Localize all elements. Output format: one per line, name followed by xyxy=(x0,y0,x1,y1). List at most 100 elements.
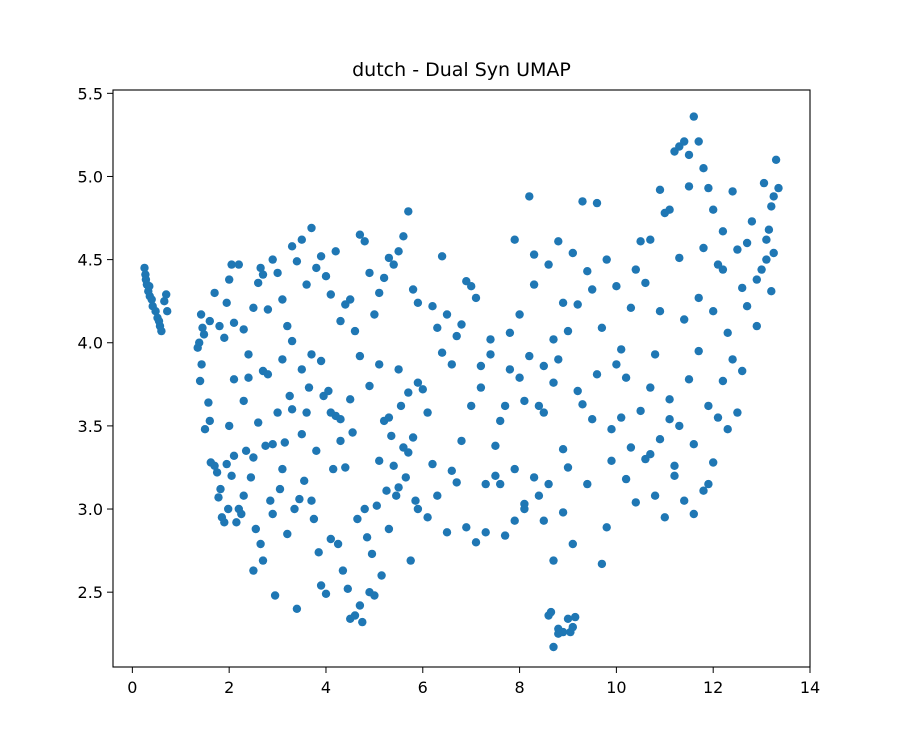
scatter-point xyxy=(578,197,587,206)
scatter-point xyxy=(244,373,253,382)
x-tick-label: 0 xyxy=(127,678,137,697)
scatter-point xyxy=(728,187,737,196)
scatter-point xyxy=(747,217,757,226)
scatter-point xyxy=(266,496,275,505)
scatter-point xyxy=(321,272,331,281)
plot-frame xyxy=(112,89,811,668)
scatter-point xyxy=(346,295,355,304)
scatter-point xyxy=(563,614,573,623)
scatter-point xyxy=(588,415,597,424)
scatter-point xyxy=(258,556,268,565)
scatter-point xyxy=(140,263,149,273)
scatter-point xyxy=(214,493,223,502)
scatter-point xyxy=(757,265,766,274)
scatter-point xyxy=(406,556,415,565)
scatter-point xyxy=(353,514,362,524)
scatter-point xyxy=(689,112,698,121)
scatter-point xyxy=(375,288,384,298)
scatter-point xyxy=(394,247,403,256)
scatter-point xyxy=(612,282,621,291)
scatter-point xyxy=(210,461,219,470)
scatter-point xyxy=(377,571,386,580)
scatter-point xyxy=(392,491,401,500)
scatter-point xyxy=(558,445,568,454)
scatter-point xyxy=(365,381,374,391)
scatter-point xyxy=(336,436,345,446)
scatter-point xyxy=(505,328,515,337)
scatter-point xyxy=(592,370,602,379)
y-tick-label: 2.5 xyxy=(78,583,103,602)
scatter-point xyxy=(411,496,420,505)
scatter-point xyxy=(316,581,326,590)
scatter-point xyxy=(558,508,568,517)
scatter-point xyxy=(684,182,694,191)
scatter-point xyxy=(694,293,703,303)
scatter-point xyxy=(447,466,456,475)
scatter-point xyxy=(297,365,306,374)
scatter-point xyxy=(534,491,544,500)
scatter-point xyxy=(309,514,319,524)
scatter-point xyxy=(413,298,423,307)
scatter-point xyxy=(287,336,297,346)
scatter-point xyxy=(670,471,679,480)
scatter-point xyxy=(617,345,626,354)
scatter-point xyxy=(558,298,568,307)
x-tick-label: 12 xyxy=(703,678,723,697)
scatter-point xyxy=(205,416,214,426)
scatter-point xyxy=(423,513,432,522)
scatter-point xyxy=(583,479,592,489)
scatter-point xyxy=(529,280,539,289)
scatter-point xyxy=(379,273,389,283)
scatter-point xyxy=(273,408,282,417)
scatter-point xyxy=(764,225,774,234)
x-tick-label: 6 xyxy=(418,678,428,697)
scatter-point xyxy=(728,355,737,364)
scatter-point xyxy=(316,252,326,261)
scatter-point xyxy=(147,295,156,304)
scatter-point xyxy=(510,235,519,244)
scatter-point xyxy=(578,400,587,409)
scatter-point xyxy=(204,398,213,407)
scatter-point xyxy=(163,307,172,316)
scatter-point xyxy=(694,346,703,356)
scatter-point xyxy=(404,207,413,216)
scatter-point xyxy=(227,471,236,480)
scatter-point xyxy=(384,253,394,263)
scatter-point xyxy=(452,478,461,487)
scatter-point xyxy=(394,483,403,492)
scatter-point xyxy=(433,491,442,500)
scatter-point xyxy=(302,408,311,417)
scatter-point xyxy=(343,584,352,593)
scatter-point xyxy=(571,612,580,622)
scatter-point xyxy=(268,255,277,264)
scatter-point xyxy=(210,288,219,298)
scatter-point xyxy=(650,491,660,500)
scatter-point xyxy=(307,350,316,359)
scatter-point xyxy=(229,375,239,384)
scatter-point xyxy=(467,401,476,411)
scatter-point xyxy=(428,459,437,469)
scatter-point xyxy=(636,237,645,246)
scatter-point xyxy=(151,307,160,316)
scatter-point xyxy=(539,516,548,525)
scatter-point xyxy=(304,383,314,392)
scatter-point xyxy=(145,282,154,291)
scatter-point xyxy=(234,260,243,269)
scatter-point xyxy=(442,310,452,319)
scatter-point xyxy=(350,326,360,336)
y-tick-label: 4.5 xyxy=(78,251,103,270)
scatter-point xyxy=(215,321,224,331)
scatter-point xyxy=(273,268,282,278)
scatter-point xyxy=(568,248,577,258)
scatter-point xyxy=(496,416,505,426)
scatter-point xyxy=(496,479,505,489)
scatter-point xyxy=(597,323,607,332)
scatter-point xyxy=(539,408,548,417)
scatter-point xyxy=(452,331,461,341)
scatter-point xyxy=(237,509,246,519)
scatter-point xyxy=(665,395,674,404)
scatter-point xyxy=(481,528,490,537)
scatter-point xyxy=(312,446,321,455)
scatter-point xyxy=(278,295,287,304)
scatter-point xyxy=(256,539,265,549)
